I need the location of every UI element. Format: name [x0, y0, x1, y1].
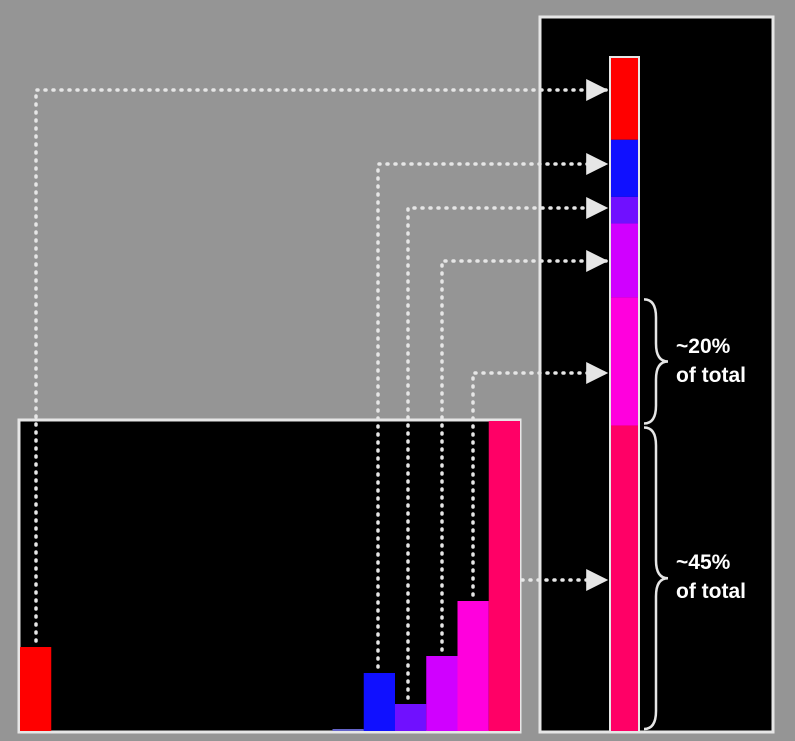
stack-segment-pink [611, 425, 638, 731]
histogram-bar-violet [395, 704, 427, 731]
pink-share-caption: of total [676, 580, 746, 603]
brace-pink [643, 426, 669, 731]
histogram-bars [20, 421, 520, 731]
brace-magenta [643, 298, 669, 425]
stack-segment-purple [611, 223, 638, 298]
connector-blue [376, 153, 609, 669]
pink-share-percent: ~45% [676, 551, 731, 574]
connector-arrows [34, 79, 609, 700]
histogram-bar-red [20, 647, 52, 731]
connector-violet [406, 197, 609, 700]
connector-magenta [471, 362, 609, 597]
magenta-share-caption: of total [676, 364, 746, 387]
stack-segment-magenta [611, 297, 638, 426]
histogram-bar-pink [488, 421, 520, 731]
share-braces [643, 298, 669, 731]
histogram-bar-faint-blue [332, 729, 364, 731]
stack-segment-red [611, 57, 638, 140]
magenta-share-percent: ~20% [676, 335, 731, 358]
histogram-bar-blue [363, 673, 395, 731]
connector-purple [440, 250, 609, 652]
histogram-bar-purple [426, 656, 458, 731]
stack-segment-blue [611, 139, 638, 197]
stacked-bar [611, 57, 638, 731]
stack-segment-violet [611, 196, 638, 224]
connector-red [34, 79, 609, 643]
stacked-bar-outline [609, 56, 640, 733]
histogram-bar-magenta [457, 601, 489, 731]
